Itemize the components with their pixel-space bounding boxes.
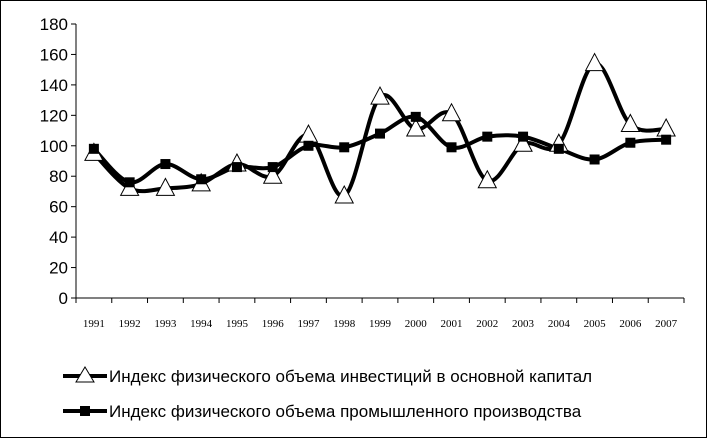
x-tick-label: 2000 (405, 318, 428, 330)
y-tick-label: 60 (49, 198, 68, 217)
point-industrial-2003 (518, 131, 529, 142)
x-tick-label: 1999 (369, 318, 392, 330)
point-industrial-2004 (553, 143, 564, 154)
legend-triangle-marker (75, 366, 95, 383)
x-tick-label: 1997 (297, 318, 320, 330)
y-tick-label: 100 (40, 137, 68, 156)
point-industrial-1997 (303, 140, 314, 151)
point-industrial-1994 (196, 174, 207, 185)
x-tick-label: 1996 (262, 318, 285, 330)
x-tick-label: 2002 (476, 318, 498, 330)
point-investment-1999 (370, 85, 390, 105)
y-tick-label: 160 (40, 45, 68, 64)
point-investment-1993 (155, 177, 176, 196)
x-tick-label: 1995 (226, 318, 249, 330)
y-tick-label: 140 (40, 76, 68, 95)
point-investment-2006 (620, 113, 641, 132)
point-industrial-2006 (625, 137, 636, 148)
x-tick-label: 1991 (83, 318, 105, 330)
point-industrial-1991 (88, 143, 99, 154)
x-axis-ticks: 1991 1992 1993 1994 1995 1996 1997 1998 1999 2000… (75, 298, 685, 330)
point-investment-1998 (334, 184, 355, 204)
point-investment-2005 (584, 52, 605, 72)
point-industrial-2005 (589, 154, 600, 165)
point-investment-1996 (262, 165, 283, 184)
x-tick-label: 2004 (548, 318, 571, 330)
point-industrial-1996 (267, 162, 278, 173)
point-industrial-2000 (410, 111, 421, 122)
point-industrial-2001 (446, 142, 457, 153)
legend: Индекс физического объема инвестиций в о… (63, 366, 592, 421)
y-tick-label: 180 (40, 15, 68, 34)
point-investment-2003 (513, 133, 533, 152)
point-industrial-1993 (160, 159, 171, 170)
point-industrial-2007 (661, 134, 672, 145)
x-tick-label: 2005 (584, 318, 607, 330)
x-tick-label: 1992 (119, 318, 141, 330)
point-industrial-1995 (231, 162, 242, 173)
point-investment-2001 (441, 102, 462, 122)
y-axis-ticks: 0 20 40 60 80 100 120 140 160 180 (40, 15, 76, 308)
y-tick-label: 80 (49, 167, 68, 186)
x-tick-label: 1998 (333, 318, 356, 330)
y-tick-label: 0 (59, 289, 68, 308)
point-industrial-1999 (375, 128, 385, 139)
y-tick-label: 20 (49, 259, 68, 278)
x-tick-label: 1994 (190, 318, 213, 330)
point-industrial-1992 (124, 177, 135, 188)
x-tick-label: 2001 (441, 318, 463, 330)
legend-item-industrial: Индекс физического объема промышленного … (63, 402, 582, 421)
series-line-industrial (91, 114, 669, 185)
x-tick-label: 1993 (154, 318, 177, 330)
y-tick-label: 120 (40, 106, 68, 125)
x-tick-label: 2003 (512, 318, 535, 330)
axes (75, 24, 684, 299)
series-markers (84, 52, 676, 204)
y-tick-label: 40 (49, 228, 68, 247)
point-investment-2000 (405, 117, 426, 137)
legend-item-investment: Индекс физического объема инвестиций в о… (63, 366, 592, 386)
point-industrial-1998 (339, 142, 350, 153)
x-tick-label: 2007 (655, 318, 678, 330)
x-tick-label: 2006 (619, 318, 642, 330)
point-industrial-2002 (482, 131, 493, 142)
point-investment-1997 (298, 124, 319, 143)
point-investment-2002 (477, 169, 498, 189)
legend-label-investment: Индекс физического объема инвестиций в о… (109, 367, 592, 386)
legend-square-marker (80, 406, 90, 416)
legend-label-industrial: Индекс физического объема промышленного … (109, 402, 582, 421)
